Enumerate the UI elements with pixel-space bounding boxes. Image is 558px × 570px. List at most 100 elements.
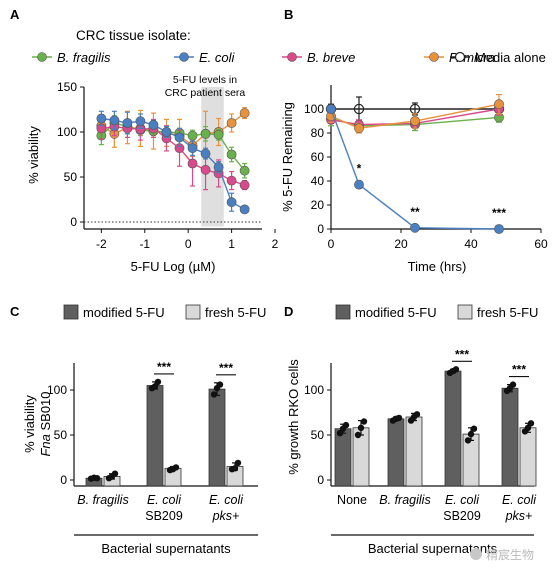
point-fragilis <box>187 130 198 141</box>
y-axis-label-species: Fna <box>38 434 53 456</box>
y-axis-label: % viability <box>26 126 41 184</box>
series-breve <box>96 116 250 191</box>
point-ecoli <box>122 118 133 128</box>
series-ecoli <box>96 110 250 215</box>
significance-marker: *** <box>157 360 171 374</box>
y-axis-label-line2: Fna SB010 <box>38 391 53 456</box>
legend-swatch-modified <box>335 304 351 320</box>
category-label: E. coli <box>209 493 244 507</box>
watermark-text: 精宸生物 <box>486 547 534 562</box>
replicate-point <box>151 383 159 390</box>
point-breve <box>226 175 237 186</box>
point-breve <box>187 158 198 169</box>
category-label-line2: SB209 <box>443 509 481 523</box>
panel-a-ytick-label: 0 <box>70 215 77 229</box>
category-label: None <box>337 493 367 507</box>
legend-swatch-modified <box>63 304 79 320</box>
panel-b-ytick-label: 40 <box>311 174 325 188</box>
point-ecoli <box>135 116 146 127</box>
category-label: E. coli <box>502 493 537 507</box>
watermark: 精宸生物 <box>470 547 534 562</box>
panel-a-ytick-label: 150 <box>57 80 77 94</box>
point-fragilis <box>239 165 250 176</box>
x-axis-label: Bacterial supernatants <box>368 541 498 556</box>
legend-marker-fragilis <box>37 52 47 62</box>
panel-a-xtick-label: 1 <box>228 237 235 251</box>
replicate-point <box>93 475 101 482</box>
bar-modified <box>444 370 462 487</box>
point-ecoli <box>213 162 224 172</box>
panel-label-d: D <box>284 304 293 319</box>
ytick-label: 0 <box>60 473 67 487</box>
panel-b-ytick-label: 80 <box>311 126 325 140</box>
x-axis-label: Bacterial supernatants <box>101 541 231 556</box>
point-media <box>409 103 421 115</box>
annotation-line2: CRC patient sera <box>165 87 246 99</box>
replicate-point <box>467 430 475 438</box>
legend-label-modified: modified 5-FU <box>83 305 165 320</box>
category-label-line2: SB209 <box>145 509 183 523</box>
point-micra <box>410 116 420 126</box>
point-fragilis <box>226 149 237 160</box>
panel-a-ytick-label: 50 <box>64 170 78 184</box>
legend-marker-media <box>454 51 466 63</box>
replicate-point <box>452 366 460 373</box>
replicate-point <box>231 465 239 472</box>
y-axis-label-strain: SB010 <box>38 391 53 434</box>
panel-b-xtick-label: 40 <box>464 237 478 251</box>
replicate-point <box>470 425 478 432</box>
replicate-point <box>342 421 350 429</box>
legend-title: CRC tissue isolate: <box>76 28 191 43</box>
annotation-line1: 5-FU levels in <box>173 74 237 86</box>
point-breve <box>239 180 250 190</box>
replicate-point <box>360 418 368 425</box>
panel-c: C modified 5-FU fresh 5-FU 0 50 100 % viabili… <box>10 304 266 556</box>
panel-label-b: B <box>284 7 293 22</box>
panel-a: A CRC tissue isolate: B. fragilis E. coli B… <box>10 7 495 274</box>
bar-modified <box>387 418 405 487</box>
panel-a-xtick-label: -2 <box>96 237 107 251</box>
bar-fresh <box>405 416 423 487</box>
panel-a-ytick-label: 100 <box>57 125 77 139</box>
bar-modified <box>501 387 519 487</box>
watermark-logo <box>470 548 482 560</box>
ytick-label: 0 <box>317 473 324 487</box>
legend-marker-ecoli <box>179 52 189 62</box>
replicate-point <box>354 431 362 439</box>
panel-a-xtick-label: 0 <box>185 237 192 251</box>
series-micra <box>326 93 504 134</box>
ytick-label: 100 <box>47 383 67 397</box>
point-micra <box>494 99 504 110</box>
bar-modified <box>146 385 164 487</box>
legend-label-media: Media alone <box>475 50 546 65</box>
x-axis-label: 5-FU Log (µM) <box>131 259 216 274</box>
bar-modified <box>208 388 226 487</box>
panel-a-xtick-label: -1 <box>139 237 150 251</box>
point-ecoli <box>239 204 250 215</box>
replicate-point <box>111 470 119 477</box>
point-ecoli <box>161 127 172 137</box>
legend-marker-breve <box>287 52 297 62</box>
legend-label-breve: B. breve <box>307 50 355 65</box>
legend-marker-micra <box>429 52 439 62</box>
category-label: B. fragilis <box>77 493 128 507</box>
ytick-label: 100 <box>304 383 324 397</box>
x-axis-label-suffix: ) <box>211 259 215 274</box>
legend-swatch-fresh <box>457 304 473 320</box>
panel-label-c: C <box>10 304 20 319</box>
significance-marker: *** <box>492 206 506 220</box>
point-ecoli <box>226 197 237 208</box>
line-micra <box>330 103 500 129</box>
point-ecoli <box>494 224 504 234</box>
panel-b-xtick-label: 0 <box>328 237 335 251</box>
point-ecoli <box>200 148 211 159</box>
panel-label-a: A <box>10 7 20 22</box>
legend-label-modified: modified 5-FU <box>355 305 437 320</box>
category-label: E. coli <box>147 493 182 507</box>
significance-marker: *** <box>455 347 469 361</box>
category-label: E. coli <box>445 493 480 507</box>
point-ecoli <box>326 104 336 114</box>
line-ecoli <box>330 108 500 230</box>
point-fragilis <box>213 129 224 140</box>
significance-marker: ** <box>410 205 420 219</box>
